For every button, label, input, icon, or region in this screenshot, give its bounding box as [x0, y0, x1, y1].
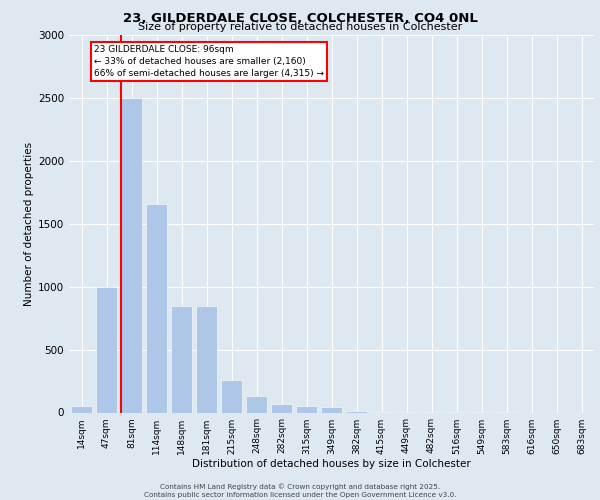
Bar: [196, 306, 217, 412]
Bar: [346, 410, 367, 412]
X-axis label: Distribution of detached houses by size in Colchester: Distribution of detached houses by size …: [192, 460, 471, 469]
Bar: [271, 404, 292, 412]
Bar: [146, 204, 167, 412]
Bar: [221, 380, 242, 412]
Bar: [96, 286, 117, 412]
Bar: [121, 98, 142, 412]
Text: 23, GILDERDALE CLOSE, COLCHESTER, CO4 0NL: 23, GILDERDALE CLOSE, COLCHESTER, CO4 0N…: [122, 12, 478, 26]
Bar: [71, 406, 92, 412]
Bar: [296, 406, 317, 412]
Bar: [246, 396, 267, 412]
Bar: [171, 306, 192, 412]
Text: Contains HM Land Registry data © Crown copyright and database right 2025.
Contai: Contains HM Land Registry data © Crown c…: [144, 484, 456, 498]
Text: 23 GILDERDALE CLOSE: 96sqm
← 33% of detached houses are smaller (2,160)
66% of s: 23 GILDERDALE CLOSE: 96sqm ← 33% of deta…: [94, 45, 324, 78]
Y-axis label: Number of detached properties: Number of detached properties: [24, 142, 34, 306]
Text: Size of property relative to detached houses in Colchester: Size of property relative to detached ho…: [138, 22, 462, 32]
Bar: [321, 408, 342, 412]
